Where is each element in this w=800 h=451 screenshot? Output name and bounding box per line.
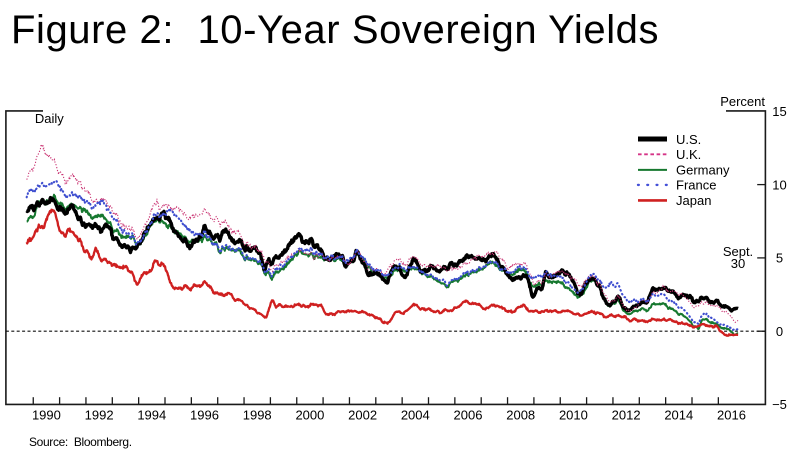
svg-text:2004: 2004 xyxy=(401,408,430,423)
svg-text:2012: 2012 xyxy=(612,408,641,423)
svg-text:1996: 1996 xyxy=(190,408,219,423)
svg-text:2000: 2000 xyxy=(295,408,324,423)
svg-text:France: France xyxy=(676,178,716,193)
svg-text:Japan: Japan xyxy=(676,193,711,208)
svg-text:2014: 2014 xyxy=(664,408,693,423)
svg-text:1998: 1998 xyxy=(243,408,272,423)
svg-text:U.K.: U.K. xyxy=(676,147,701,162)
svg-text:30: 30 xyxy=(731,256,745,271)
svg-text:−5: −5 xyxy=(772,397,787,412)
svg-text:2016: 2016 xyxy=(717,408,746,423)
svg-text:1994: 1994 xyxy=(137,408,166,423)
svg-text:Percent: Percent xyxy=(720,94,765,109)
svg-text:1992: 1992 xyxy=(85,408,114,423)
svg-text:10: 10 xyxy=(772,177,786,192)
svg-text:5: 5 xyxy=(776,251,783,266)
svg-text:15: 15 xyxy=(772,104,786,119)
svg-text:0: 0 xyxy=(776,324,783,339)
svg-text:Daily: Daily xyxy=(35,111,64,126)
svg-text:2008: 2008 xyxy=(506,408,535,423)
svg-text:Sept.: Sept. xyxy=(723,244,753,259)
svg-text:2006: 2006 xyxy=(454,408,483,423)
svg-text:Germany: Germany xyxy=(676,163,730,178)
svg-text:2010: 2010 xyxy=(559,408,588,423)
svg-text:2002: 2002 xyxy=(348,408,377,423)
svg-text:1990: 1990 xyxy=(32,408,61,423)
svg-text:U.S.: U.S. xyxy=(676,132,701,147)
